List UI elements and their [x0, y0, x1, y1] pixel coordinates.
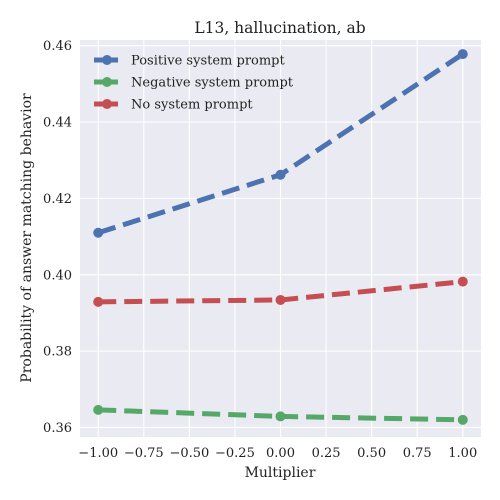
y-tick-label: 0.42 [43, 192, 72, 207]
chart-title: L13, hallucination, ab [194, 19, 365, 37]
y-tick-label: 0.44 [43, 116, 72, 131]
series-0-point [275, 169, 286, 180]
y-axis-label: Probability of answer matching behavior [19, 93, 35, 383]
legend-label-2: No system prompt [131, 98, 253, 113]
y-tick-label: 0.46 [43, 39, 72, 54]
series-layer [93, 49, 468, 425]
x-tick-label: −0.50 [169, 446, 209, 461]
legend-label-0: Positive system prompt [131, 54, 286, 69]
x-tick-label: 1.00 [448, 446, 477, 461]
series-0-point [457, 49, 468, 60]
series-0-point [93, 227, 104, 238]
x-axis-ticks: −1.00 −0.75 −0.50 −0.25 0.00 0.25 0.50 0.75 1.00 [78, 446, 477, 461]
y-tick-label: 0.40 [43, 268, 72, 283]
y-tick-label: 0.36 [43, 421, 72, 436]
series-1-point [275, 411, 286, 422]
y-tick-label: 0.38 [43, 345, 72, 360]
x-tick-label: 0.50 [357, 446, 386, 461]
legend-marker-0 [102, 55, 112, 65]
x-tick-label: −1.00 [78, 446, 118, 461]
legend-label-1: Negative system prompt [131, 76, 294, 91]
y-axis-ticks: 0.36 0.38 0.40 0.42 0.44 0.46 [43, 39, 72, 436]
series-2-point [457, 276, 468, 287]
series-1-point [93, 404, 104, 415]
x-tick-label: −0.25 [215, 446, 255, 461]
legend: Positive system prompt Negative system pr… [94, 54, 294, 113]
legend-marker-1 [102, 77, 112, 87]
grid [80, 40, 481, 437]
series-2-point [275, 294, 286, 305]
legend-marker-2 [102, 99, 112, 109]
x-axis-label: Multiplier [245, 465, 316, 481]
series-2-point [93, 296, 104, 307]
x-tick-label: 0.75 [403, 446, 432, 461]
x-tick-label: 0.25 [312, 446, 341, 461]
series-1-point [457, 414, 468, 425]
x-tick-label: −0.75 [124, 446, 164, 461]
x-tick-label: 0.00 [266, 446, 295, 461]
